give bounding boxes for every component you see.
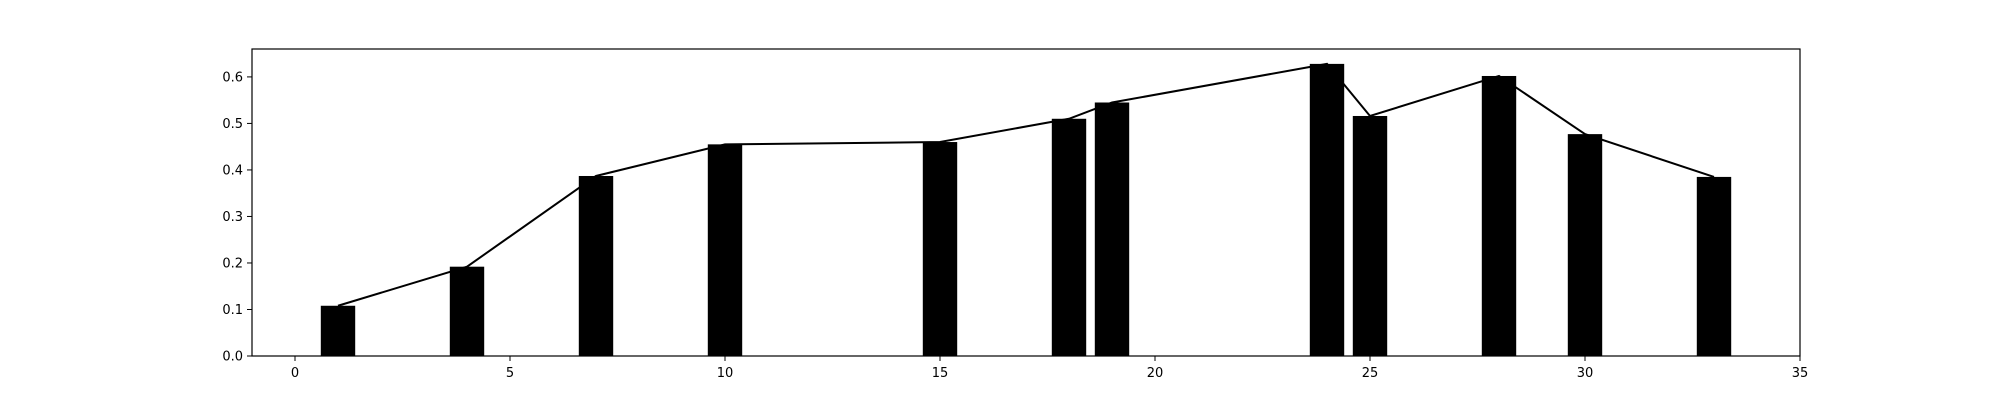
y-tick-label: 0.1 (222, 303, 243, 318)
bar-15 (922, 142, 958, 356)
bar-33 (1696, 176, 1732, 356)
bar-25 (1352, 115, 1388, 357)
y-tick-label: 0.4 (222, 163, 243, 178)
y-axis: 0.0 0.1 0.2 0.3 0.4 0.5 0.6 (222, 70, 252, 365)
series-line (337, 62, 1715, 307)
bars-group (320, 63, 1732, 357)
x-tick-label: 35 (1792, 366, 1809, 381)
bar-24 (1309, 63, 1345, 356)
bar-19 (1094, 102, 1130, 356)
bar-7 (578, 175, 614, 356)
x-tick-label: 30 (1577, 366, 1594, 381)
y-tick-label: 0.2 (222, 256, 243, 271)
x-tick-label: 10 (717, 366, 734, 381)
y-tick-label: 0.0 (222, 350, 243, 365)
bar-18 (1051, 118, 1087, 356)
bar-4 (449, 266, 485, 356)
bar-28 (1481, 75, 1517, 356)
bar-10 (707, 144, 743, 356)
y-tick-label: 0.5 (222, 117, 243, 132)
x-tick-label: 0 (291, 366, 299, 381)
x-axis: 0 5 10 15 20 25 30 35 (291, 356, 1808, 381)
x-tick-label: 15 (932, 366, 949, 381)
x-tick-label: 20 (1147, 366, 1164, 381)
y-tick-label: 0.6 (222, 70, 243, 85)
y-tick-label: 0.3 (222, 210, 243, 225)
bar-1 (320, 305, 356, 356)
plot-area-frame (251, 48, 1801, 357)
x-tick-label: 5 (506, 366, 514, 381)
x-tick-label: 25 (1362, 366, 1379, 381)
bar-30 (1567, 134, 1603, 356)
